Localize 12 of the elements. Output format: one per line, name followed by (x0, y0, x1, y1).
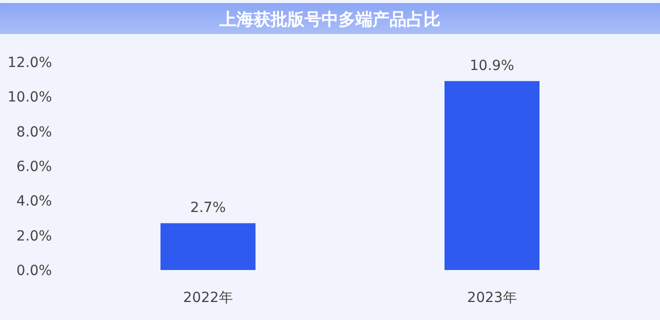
y-tick-label: 12.0% (8, 55, 52, 71)
y-tick-label: 10.0% (8, 90, 52, 106)
y-tick-label: 8.0% (16, 124, 52, 140)
y-tick-label: 2.0% (16, 228, 52, 244)
y-tick-label: 4.0% (16, 194, 52, 210)
x-tick-label: 2022年 (183, 290, 233, 306)
y-tick-label: 6.0% (16, 159, 52, 175)
x-tick-label: 2023年 (467, 290, 517, 306)
data-label: 2.7% (190, 200, 226, 216)
y-tick-label: 0.0% (16, 263, 52, 279)
data-label: 10.9% (470, 58, 514, 74)
chart-title: 上海获批版号中多端产品占比 (218, 10, 440, 30)
